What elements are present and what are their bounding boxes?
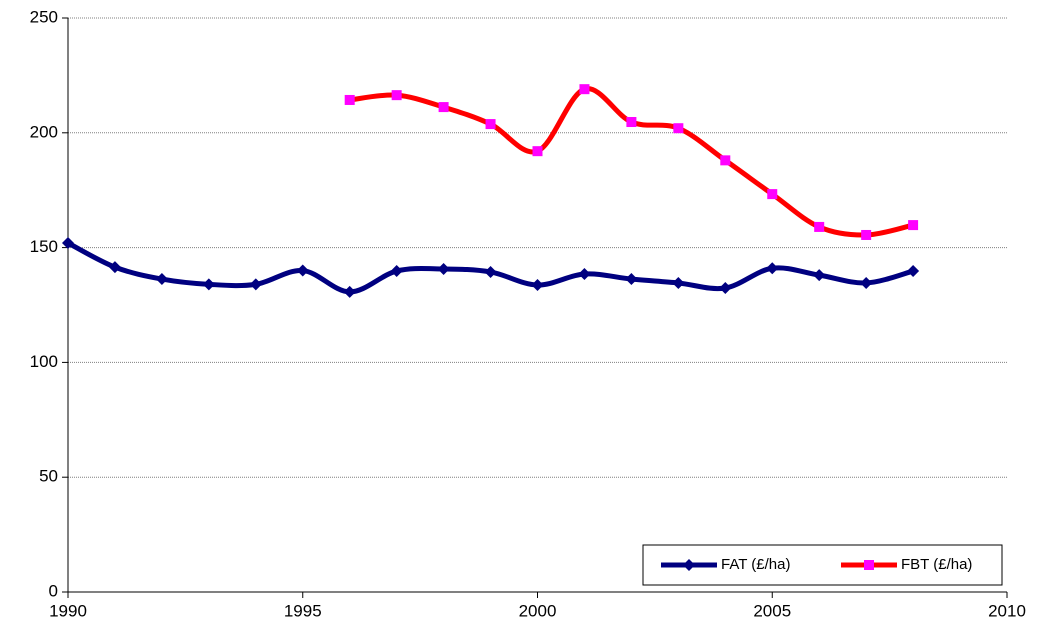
marker — [485, 119, 496, 130]
x-tick-label: 1995 — [284, 601, 322, 620]
marker — [767, 189, 778, 200]
marker — [391, 90, 402, 101]
marker — [861, 229, 872, 240]
y-tick-label: 100 — [30, 352, 58, 371]
marker — [484, 265, 497, 278]
marker — [437, 262, 450, 275]
marker — [907, 265, 920, 278]
y-tick-label: 250 — [30, 7, 58, 26]
marker — [860, 276, 873, 289]
marker — [908, 220, 919, 231]
marker — [672, 276, 685, 289]
legend: FAT (£/ha) FBT (£/ha) — [642, 544, 1003, 586]
x-tick-label: 2000 — [519, 601, 557, 620]
marker — [579, 84, 590, 95]
y-tick-label: 0 — [49, 581, 58, 600]
marker — [766, 262, 779, 275]
legend-label: FAT (£/ha) — [721, 556, 790, 573]
marker — [155, 273, 168, 286]
x-tick-label: 2005 — [753, 601, 791, 620]
marker — [343, 285, 356, 298]
marker — [438, 102, 449, 113]
marker — [625, 273, 638, 286]
series-line — [349, 86, 914, 238]
marker — [390, 265, 403, 278]
marker — [814, 221, 825, 232]
y-tick-label: 150 — [30, 237, 58, 256]
marker — [683, 559, 695, 571]
y-tick-label: 200 — [30, 122, 58, 141]
marker — [626, 117, 637, 128]
legend-label: FBT (£/ha) — [901, 556, 972, 573]
x-tick-label: 1990 — [49, 601, 87, 620]
marker — [813, 269, 826, 282]
marker — [864, 560, 874, 570]
marker — [673, 123, 684, 134]
marker — [108, 261, 121, 274]
marker — [62, 237, 74, 250]
marker — [344, 94, 355, 105]
marker — [531, 279, 544, 292]
y-tick-label: 50 — [39, 467, 58, 486]
marker — [202, 278, 215, 291]
marker — [720, 155, 731, 166]
marker — [719, 282, 732, 295]
x-tick-label: 2010 — [988, 601, 1026, 620]
marker — [532, 146, 543, 157]
marker — [296, 264, 309, 277]
marker — [249, 278, 262, 291]
marker — [578, 268, 591, 281]
